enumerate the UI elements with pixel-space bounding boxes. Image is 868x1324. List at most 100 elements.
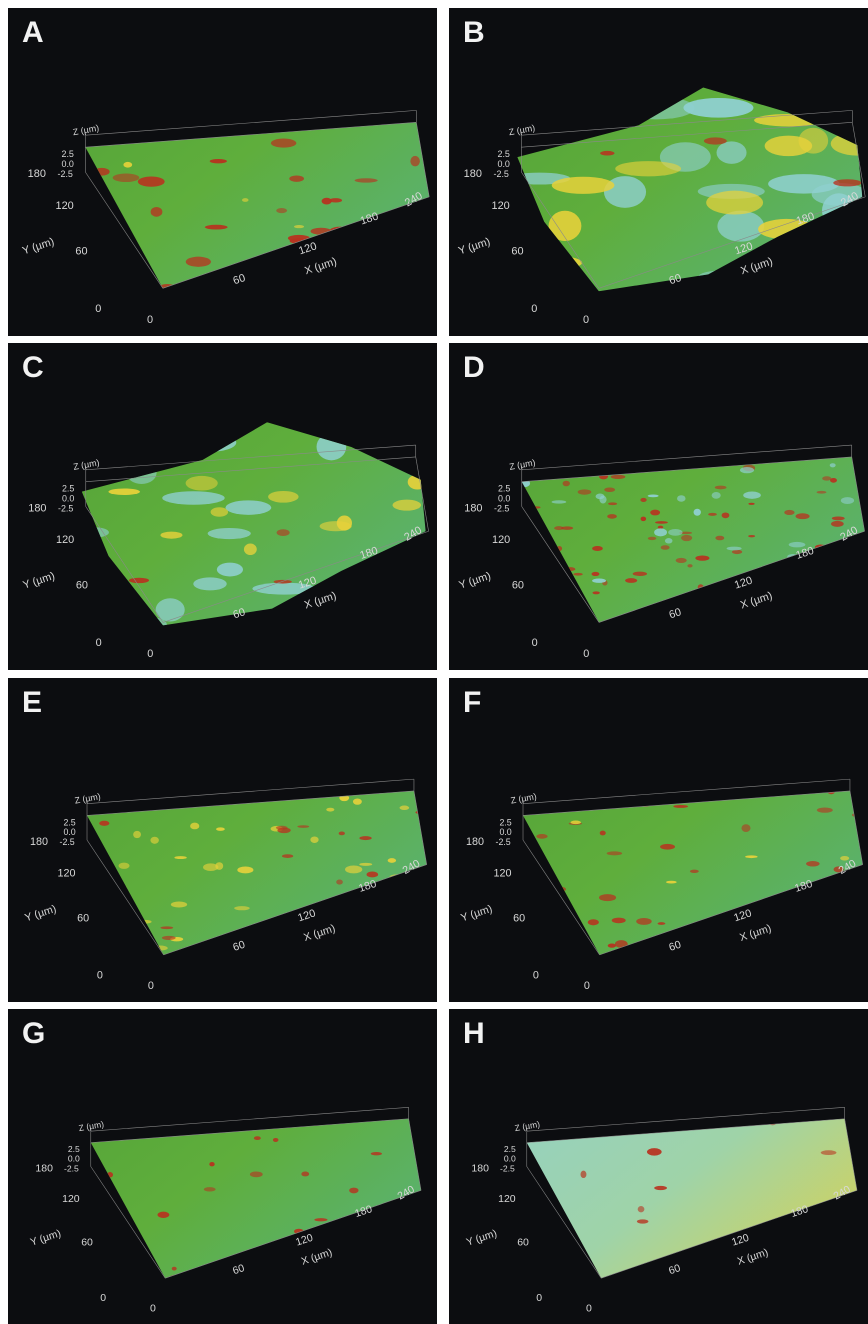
surface-feature	[317, 1118, 330, 1123]
x-axis-label: X (µm)	[738, 922, 773, 943]
surface-feature	[592, 470, 604, 477]
y-tick-60: 60	[517, 1237, 529, 1249]
surface-feature	[715, 535, 725, 541]
surface-feature	[636, 608, 649, 616]
surface-feature	[660, 843, 675, 850]
surface-feature	[526, 841, 535, 847]
box-edge	[162, 196, 430, 289]
surface-feature	[287, 234, 310, 242]
surface-feature	[607, 943, 616, 948]
surface-feature	[599, 894, 617, 902]
surface-feature	[615, 161, 682, 177]
surface-feature	[249, 943, 268, 947]
surface-feature	[788, 541, 806, 548]
box-edge	[162, 530, 429, 623]
z-axis-label: Z (µm)	[514, 1119, 541, 1133]
z-tick-mid: 0.0	[498, 494, 510, 504]
surface-feature	[544, 574, 560, 582]
z-axis-label: Z (µm)	[508, 123, 536, 137]
surface-feature	[243, 543, 257, 556]
surface-texture	[521, 456, 865, 623]
bounding-box-lines	[86, 778, 428, 956]
surface-feature	[650, 509, 661, 516]
x-tick-0: 0	[148, 980, 154, 992]
panel-letter: A	[22, 16, 44, 49]
surface-plot: Z (µm) 2.5 0.0 -2.5 180 120 Y (µm) 60 0 …	[457, 87, 866, 326]
surface-feature	[366, 871, 379, 878]
box-edge	[601, 1190, 858, 1279]
surface-feature	[160, 531, 183, 539]
surface-feature	[562, 480, 570, 487]
surface-feature	[364, 951, 382, 955]
surface-topography	[523, 790, 863, 955]
surface-feature	[391, 596, 416, 609]
surface-feature	[352, 930, 363, 937]
surface-feature	[165, 799, 182, 805]
surface-feature	[536, 834, 548, 839]
surface-feature	[137, 176, 165, 187]
surface-feature	[81, 564, 117, 594]
surface-feature	[721, 512, 730, 519]
panel-letter: H	[463, 1017, 485, 1050]
surface-feature	[345, 865, 363, 874]
surface-feature	[739, 466, 755, 474]
box-edge	[599, 864, 863, 956]
y-tick-0: 0	[97, 969, 103, 981]
box-edge	[521, 506, 600, 623]
surface-feature	[370, 920, 384, 925]
panel-g: Z (µm) 2.5 0.0 -2.5 180 120 Y (µm) 60 0 …	[8, 1009, 437, 1324]
x-tick-120: 120	[294, 1232, 315, 1249]
surface-feature	[209, 158, 227, 164]
surface-feature	[320, 788, 325, 790]
surface-feature	[397, 553, 426, 561]
box-edge	[85, 110, 417, 136]
z-tick-top: 2.5	[497, 149, 509, 159]
surface-feature	[838, 952, 855, 955]
surface-feature	[607, 514, 617, 519]
surface-feature	[162, 491, 225, 505]
surface-feature	[405, 777, 414, 783]
z-axis-label: Z (µm)	[72, 457, 100, 471]
surface-feature	[143, 1271, 151, 1277]
box-edge	[165, 1190, 422, 1279]
x-tick-60: 60	[668, 272, 683, 287]
box-edge	[86, 839, 164, 956]
x-tick-180: 180	[357, 878, 378, 895]
surface-feature	[316, 433, 347, 461]
box-edge	[851, 456, 865, 532]
surface-feature	[695, 555, 710, 561]
surface-feature	[690, 929, 701, 934]
surface-feature	[833, 179, 862, 187]
x-tick-60: 60	[668, 939, 683, 954]
surface-feature	[359, 836, 372, 841]
box-edge	[521, 444, 852, 471]
surface-feature	[297, 825, 310, 828]
surface-feature	[90, 272, 108, 281]
z-tick-top: 2.5	[498, 484, 510, 494]
panel-a: Z (µm) 2.5 0.0 -2.5 180 120 Y (µm) 60 0 …	[8, 8, 437, 336]
surface-feature	[562, 580, 572, 585]
surface-feature	[328, 226, 352, 238]
surface-feature	[654, 528, 668, 537]
surface-feature	[293, 224, 305, 229]
surface-plot: Z (µm) 2.5 0.0 -2.5 180 120 Y (µm) 60 0 …	[29, 1107, 422, 1315]
surface-feature	[149, 784, 161, 791]
y-tick-120: 120	[58, 867, 76, 879]
surface-feature	[553, 886, 567, 892]
surface-feature	[611, 917, 626, 924]
surface-feature	[764, 135, 813, 157]
x-tick-180: 180	[795, 210, 816, 227]
surface-feature	[521, 479, 531, 488]
surface-feature	[170, 901, 188, 908]
surface-feature	[268, 122, 283, 128]
x-axis-label: X (µm)	[736, 1246, 770, 1267]
surface-feature	[697, 584, 704, 591]
box-edge	[90, 1166, 166, 1279]
surface-feature	[830, 477, 837, 483]
surface-texture	[90, 1118, 422, 1279]
x-axis-label: X (µm)	[739, 590, 774, 612]
surface-feature	[204, 224, 228, 230]
surface-topography	[85, 122, 430, 289]
x-tick-180: 180	[358, 545, 379, 562]
z-axis-label: Z (µm)	[74, 791, 102, 805]
